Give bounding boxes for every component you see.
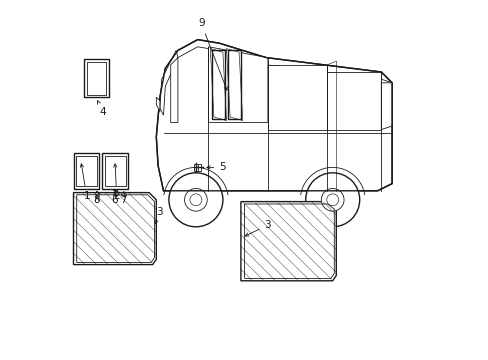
Text: 3: 3 — [155, 207, 163, 224]
Polygon shape — [228, 50, 241, 119]
Polygon shape — [170, 58, 178, 122]
Polygon shape — [241, 202, 336, 281]
Text: 1: 1 — [80, 164, 90, 201]
Circle shape — [189, 194, 202, 206]
Circle shape — [122, 192, 126, 197]
Polygon shape — [326, 72, 381, 130]
Polygon shape — [73, 193, 156, 265]
Text: 4: 4 — [97, 100, 105, 117]
Circle shape — [305, 173, 359, 227]
Polygon shape — [160, 50, 178, 115]
Circle shape — [326, 194, 338, 206]
Circle shape — [321, 189, 344, 211]
Circle shape — [184, 189, 207, 211]
Text: 3: 3 — [245, 220, 271, 236]
Polygon shape — [156, 40, 391, 191]
Polygon shape — [381, 83, 391, 130]
Polygon shape — [267, 65, 326, 130]
Polygon shape — [156, 97, 160, 112]
Text: 2: 2 — [113, 164, 120, 201]
Circle shape — [168, 173, 223, 227]
Text: 8: 8 — [93, 195, 100, 205]
Polygon shape — [212, 50, 224, 119]
Text: 9: 9 — [198, 18, 227, 90]
Polygon shape — [73, 153, 99, 189]
Text: 7: 7 — [121, 192, 127, 205]
Text: 5: 5 — [206, 162, 225, 172]
Polygon shape — [84, 59, 108, 97]
Text: 6: 6 — [111, 192, 118, 205]
Polygon shape — [194, 164, 200, 171]
Polygon shape — [208, 47, 267, 122]
Polygon shape — [102, 153, 128, 189]
